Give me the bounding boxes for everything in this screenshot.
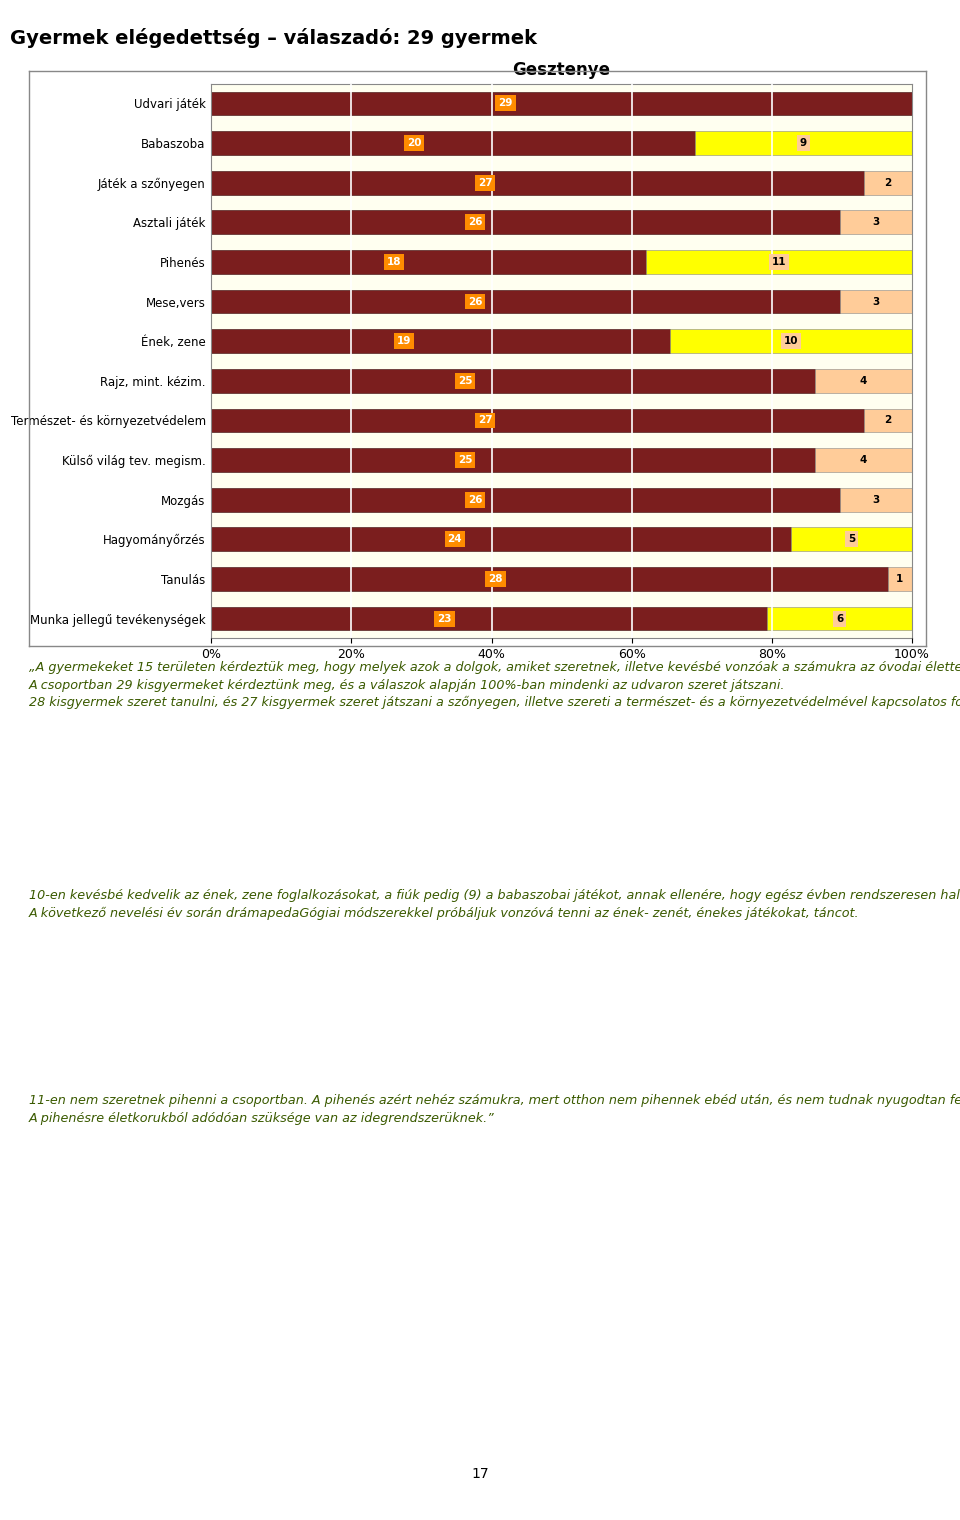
Text: 27: 27 [478, 415, 492, 426]
Bar [211, 290, 839, 313]
Bar [815, 448, 912, 471]
Bar [888, 567, 912, 591]
Bar [211, 409, 864, 432]
Bar [211, 91, 912, 116]
Bar [211, 567, 912, 591]
Bar [839, 210, 912, 234]
Bar [767, 606, 912, 631]
Text: 26: 26 [468, 494, 482, 505]
Text: 9: 9 [800, 138, 806, 147]
Bar [211, 251, 912, 274]
Bar [211, 448, 912, 471]
Text: 29: 29 [498, 99, 513, 108]
Bar [211, 170, 912, 195]
Bar [211, 448, 815, 471]
Bar [211, 210, 912, 234]
Bar [839, 488, 912, 512]
Bar [211, 251, 646, 274]
Text: 18: 18 [387, 257, 401, 268]
Text: 3: 3 [872, 296, 879, 307]
Bar [211, 131, 912, 155]
Text: 27: 27 [478, 178, 492, 187]
Bar [864, 409, 912, 432]
Bar [211, 369, 912, 392]
Text: 2: 2 [884, 178, 892, 187]
Text: 6: 6 [836, 614, 843, 623]
Bar [211, 91, 912, 116]
Bar [211, 606, 912, 631]
Text: 11: 11 [772, 257, 786, 268]
Text: 26: 26 [468, 296, 482, 307]
Text: 10: 10 [784, 336, 799, 347]
Text: 20: 20 [407, 138, 421, 147]
Text: 11-en nem szeretnek pihenni a csoportban. A pihenés azért nehéz számukra, mert o: 11-en nem szeretnek pihenni a csoportban… [29, 1094, 960, 1125]
Bar [694, 131, 912, 155]
Bar [211, 488, 912, 512]
Bar [839, 290, 912, 313]
Text: 2: 2 [884, 415, 892, 426]
Bar [211, 527, 912, 552]
Bar [211, 488, 839, 512]
Text: 23: 23 [438, 614, 452, 623]
Bar [211, 170, 864, 195]
Text: 28: 28 [488, 575, 503, 584]
Text: Gyermek elégedettség – válaszadó: 29 gyermek: Gyermek elégedettség – válaszadó: 29 gye… [10, 27, 537, 49]
Text: 19: 19 [396, 336, 411, 347]
Bar [211, 290, 912, 313]
Text: 4: 4 [860, 454, 867, 465]
Bar [670, 330, 912, 353]
Bar [211, 409, 912, 432]
Text: 3: 3 [872, 494, 879, 505]
Title: Gesztenye: Gesztenye [513, 61, 611, 79]
Text: 26: 26 [468, 217, 482, 228]
Text: 10-en kevésbé kedvelik az ének, zene foglalkozásokat, a fiúk pedig (9) a babaszo: 10-en kevésbé kedvelik az ének, zene fog… [29, 889, 960, 920]
Text: „A gyermekeket 15 területen kérdeztük meg, hogy melyek azok a dolgok, amiket sze: „A gyermekeket 15 területen kérdeztük me… [29, 661, 960, 710]
Text: 24: 24 [447, 535, 462, 544]
Text: 25: 25 [458, 375, 472, 386]
Bar [211, 369, 815, 392]
Text: 1: 1 [897, 575, 903, 584]
Text: 4: 4 [860, 375, 867, 386]
Text: 17: 17 [471, 1467, 489, 1482]
Bar [211, 210, 839, 234]
Text: 3: 3 [872, 217, 879, 228]
Bar [815, 369, 912, 392]
Bar [211, 606, 767, 631]
Text: 5: 5 [848, 535, 855, 544]
Bar [791, 527, 912, 552]
Bar [211, 131, 694, 155]
Bar [864, 170, 912, 195]
Bar [211, 330, 912, 353]
Bar [211, 527, 791, 552]
Text: 25: 25 [458, 454, 472, 465]
Bar [646, 251, 912, 274]
Bar [211, 567, 888, 591]
Bar [211, 330, 670, 353]
